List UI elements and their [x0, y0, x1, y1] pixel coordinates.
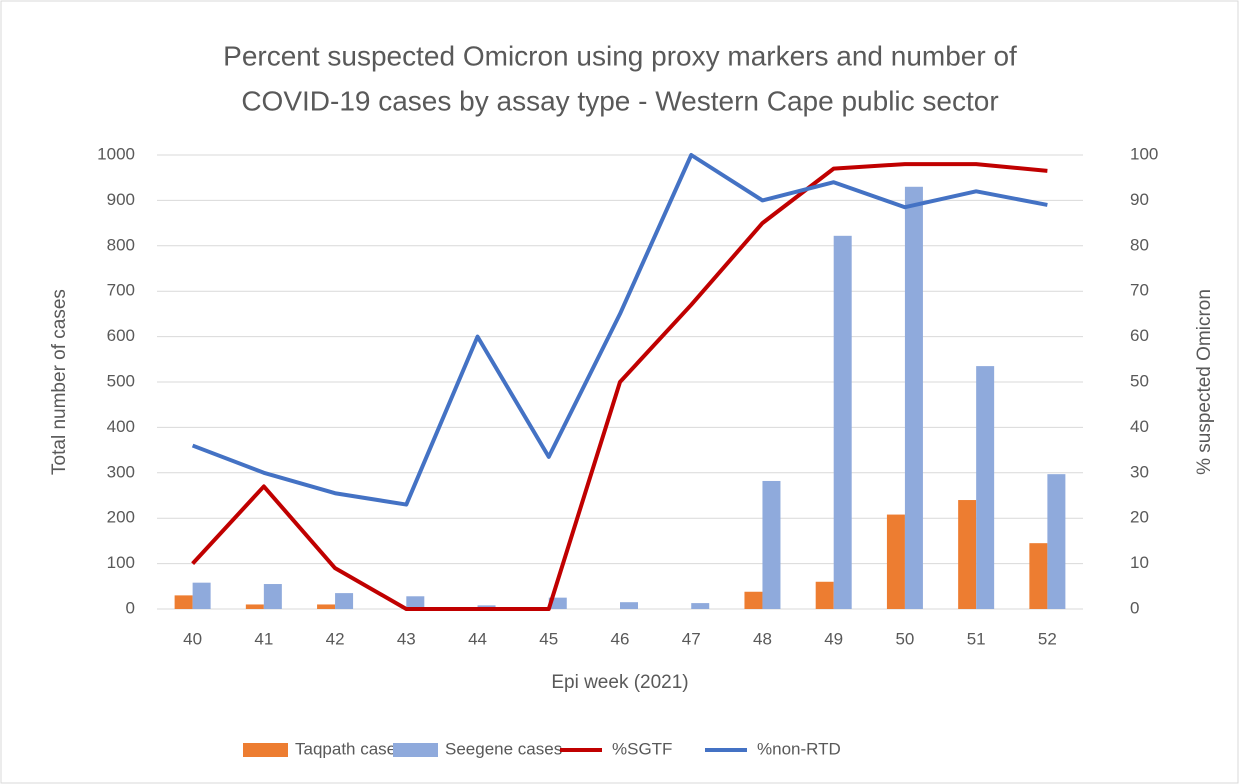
bar: [958, 500, 977, 609]
y-axis-title: Total number of cases: [49, 289, 70, 475]
bar: [815, 581, 834, 609]
bar: [1029, 543, 1048, 609]
bar: [548, 597, 567, 609]
x-tick-label: 41: [254, 629, 273, 648]
y2-tick-label: 50: [1130, 371, 1149, 390]
x-tick-label: 49: [824, 629, 843, 648]
bar: [192, 582, 211, 609]
x-tick-label: 46: [611, 629, 630, 648]
legend-label: Taqpath cases: [295, 739, 405, 758]
x-tick-label: 44: [468, 629, 487, 648]
bar: [174, 595, 193, 609]
x-tick-label: 42: [326, 629, 345, 648]
x-tick-label: 43: [397, 629, 416, 648]
legend-label: %non-RTD: [757, 739, 841, 758]
line-series: [191, 162, 1048, 611]
bar: [762, 480, 781, 609]
y2-tick-label: 70: [1130, 281, 1149, 300]
y2-tick-label: 80: [1130, 235, 1149, 254]
x-tick-label: 40: [183, 629, 202, 648]
y-tick-label: 300: [107, 462, 135, 481]
legend-label: Seegene cases: [445, 739, 562, 758]
y2-tick-label: 90: [1130, 190, 1149, 209]
bar: [317, 604, 336, 609]
y-tick-label: 700: [107, 281, 135, 300]
y2-axis-title: % suspected Omicron: [1194, 289, 1215, 475]
chart-title: Percent suspected Omicron using proxy ma…: [223, 40, 1017, 71]
y2-tick-label: 40: [1130, 417, 1149, 436]
x-axis-title: Epi week (2021): [551, 672, 688, 693]
x-tick-label: 52: [1038, 629, 1057, 648]
y2-tick-label: 10: [1130, 553, 1149, 572]
legend-swatch: [393, 743, 438, 757]
bar: [744, 591, 763, 609]
y-tick-label: 500: [107, 371, 135, 390]
y2-tick-label: 20: [1130, 508, 1149, 527]
y-tick-label: 600: [107, 326, 135, 345]
bar: [904, 186, 923, 609]
line-series: [191, 153, 1048, 507]
bar: [263, 584, 282, 609]
y-tick-label: 1000: [97, 144, 135, 163]
y2-tick-label: 100: [1130, 144, 1158, 163]
bar: [691, 603, 710, 609]
x-tick-label: 50: [895, 629, 914, 648]
y-tick-label: 900: [107, 190, 135, 209]
y2-tick-label: 0: [1130, 598, 1139, 617]
bar: [833, 235, 852, 609]
x-tick-label: 51: [967, 629, 986, 648]
y-tick-label: 200: [107, 508, 135, 527]
chart-title: COVID-19 cases by assay type - Western C…: [241, 85, 998, 116]
y-tick-label: 0: [126, 598, 135, 617]
y-tick-label: 800: [107, 235, 135, 254]
bar: [335, 593, 354, 609]
legend-swatch: [243, 743, 288, 757]
x-tick-label: 45: [539, 629, 558, 648]
y-tick-label: 400: [107, 417, 135, 436]
bar: [620, 602, 638, 609]
bar: [406, 596, 425, 609]
legend-label: %SGTF: [612, 739, 672, 758]
x-tick-label: 48: [753, 629, 772, 648]
bar: [1047, 474, 1066, 609]
y2-tick-label: 60: [1130, 326, 1149, 345]
y2-tick-label: 30: [1130, 462, 1149, 481]
bar: [886, 514, 905, 609]
y-tick-label: 100: [107, 553, 135, 572]
x-tick-label: 47: [682, 629, 701, 648]
bar: [976, 366, 995, 609]
bar: [245, 604, 264, 609]
